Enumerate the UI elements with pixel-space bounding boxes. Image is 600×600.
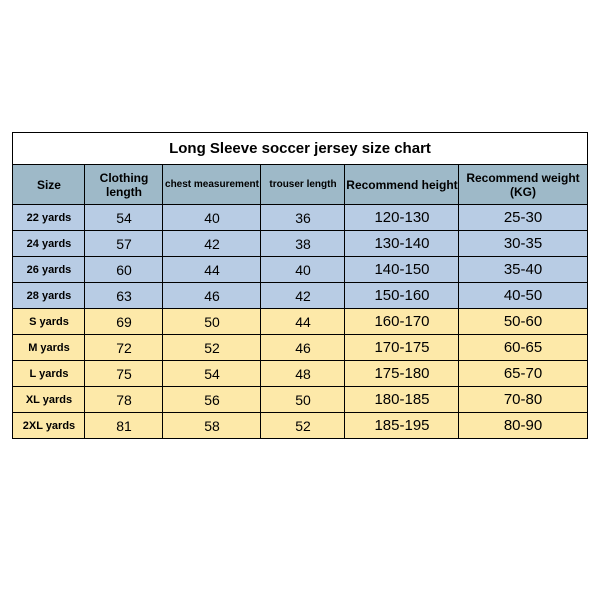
table-cell: 80-90 <box>459 413 587 439</box>
table-cell: 46 <box>163 283 261 309</box>
table-cell: 42 <box>163 231 261 257</box>
table-cell: 50 <box>163 309 261 335</box>
table-cell: 35-40 <box>459 257 587 283</box>
table-row: 24 yards574238130-14030-35 <box>13 231 587 257</box>
table-cell: 54 <box>163 361 261 387</box>
table-cell: 160-170 <box>345 309 459 335</box>
table-cell: 65-70 <box>459 361 587 387</box>
table-row: 2XL yards815852185-19580-90 <box>13 413 587 439</box>
table-cell: 70-80 <box>459 387 587 413</box>
table-cell: 24 yards <box>13 231 85 257</box>
table-cell: 63 <box>85 283 163 309</box>
col-recommend-weight: Recommend weight (KG) <box>459 165 587 205</box>
table-cell: 180-185 <box>345 387 459 413</box>
table-row: L yards755448175-18065-70 <box>13 361 587 387</box>
col-clothing-length: Clothing length <box>85 165 163 205</box>
size-chart-table: Long Sleeve soccer jersey size chart Siz… <box>12 132 587 439</box>
table-cell: 48 <box>261 361 345 387</box>
table-row: XL yards785650180-18570-80 <box>13 387 587 413</box>
table-cell: 60-65 <box>459 335 587 361</box>
table-cell: 44 <box>261 309 345 335</box>
table-cell: 46 <box>261 335 345 361</box>
table-row: M yards725246170-17560-65 <box>13 335 587 361</box>
table-cell: L yards <box>13 361 85 387</box>
table-cell: 72 <box>85 335 163 361</box>
col-chest-measurement: chest measurement <box>163 165 261 205</box>
table-cell: 52 <box>261 413 345 439</box>
table-cell: 50 <box>261 387 345 413</box>
table-cell: 60 <box>85 257 163 283</box>
table-cell: 26 yards <box>13 257 85 283</box>
size-chart-container: Long Sleeve soccer jersey size chart Siz… <box>0 0 600 439</box>
table-cell: 25-30 <box>459 205 587 231</box>
table-cell: 22 yards <box>13 205 85 231</box>
table-cell: 81 <box>85 413 163 439</box>
table-cell: 150-160 <box>345 283 459 309</box>
table-cell: 69 <box>85 309 163 335</box>
table-cell: XL yards <box>13 387 85 413</box>
table-cell: 58 <box>163 413 261 439</box>
table-cell: 50-60 <box>459 309 587 335</box>
table-cell: 57 <box>85 231 163 257</box>
table-title: Long Sleeve soccer jersey size chart <box>13 133 587 165</box>
table-cell: 36 <box>261 205 345 231</box>
table-cell: S yards <box>13 309 85 335</box>
table-row: 22 yards544036120-13025-30 <box>13 205 587 231</box>
table-cell: 175-180 <box>345 361 459 387</box>
table-body: 22 yards544036120-13025-3024 yards574238… <box>13 205 587 439</box>
table-cell: 52 <box>163 335 261 361</box>
table-cell: 120-130 <box>345 205 459 231</box>
table-cell: 42 <box>261 283 345 309</box>
table-cell: 38 <box>261 231 345 257</box>
table-cell: 56 <box>163 387 261 413</box>
table-cell: 44 <box>163 257 261 283</box>
table-row: 26 yards604440140-15035-40 <box>13 257 587 283</box>
table-row: 28 yards634642150-16040-50 <box>13 283 587 309</box>
table-row: S yards695044160-17050-60 <box>13 309 587 335</box>
table-cell: 170-175 <box>345 335 459 361</box>
table-cell: 140-150 <box>345 257 459 283</box>
header-row: Size Clothing length chest measurement t… <box>13 165 587 205</box>
table-cell: M yards <box>13 335 85 361</box>
table-cell: 130-140 <box>345 231 459 257</box>
col-recommend-height: Recommend height <box>345 165 459 205</box>
col-size: Size <box>13 165 85 205</box>
table-cell: 78 <box>85 387 163 413</box>
col-trouser-length: trouser length <box>261 165 345 205</box>
table-cell: 30-35 <box>459 231 587 257</box>
title-row: Long Sleeve soccer jersey size chart <box>13 133 587 165</box>
table-cell: 75 <box>85 361 163 387</box>
table-cell: 2XL yards <box>13 413 85 439</box>
table-cell: 28 yards <box>13 283 85 309</box>
table-cell: 40-50 <box>459 283 587 309</box>
table-cell: 185-195 <box>345 413 459 439</box>
table-cell: 54 <box>85 205 163 231</box>
table-cell: 40 <box>163 205 261 231</box>
table-cell: 40 <box>261 257 345 283</box>
